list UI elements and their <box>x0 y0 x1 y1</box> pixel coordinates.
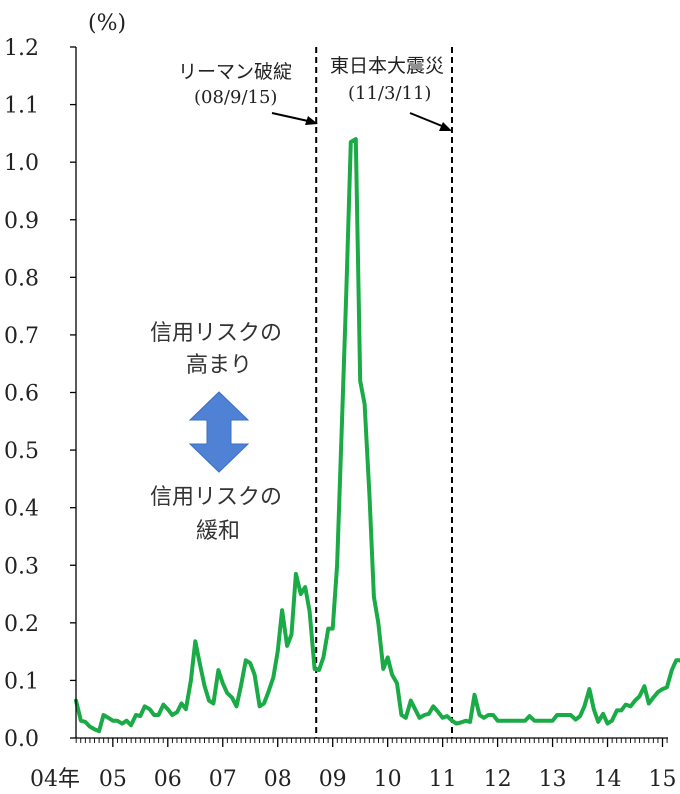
x-tick-label: 13 <box>539 767 567 792</box>
event-date-lehman: (08/9/15) <box>194 87 277 108</box>
x-tick-label: 04年 <box>30 767 80 792</box>
y-tick-label: 0.8 <box>4 266 39 291</box>
y-tick-label: 0.0 <box>4 727 39 752</box>
x-tick-label: 14 <box>594 767 622 792</box>
x-tick-label: 06 <box>154 767 182 792</box>
x-tick-label: 11 <box>429 767 457 792</box>
y-tick-label: 0.5 <box>4 439 39 464</box>
x-tick-label: 10 <box>374 767 402 792</box>
arrow-to-lehman-line <box>271 112 318 125</box>
credit-risk-down-line2: 緩和 <box>196 519 240 544</box>
y-tick-label: 1.0 <box>4 151 39 176</box>
y-unit-label: (%) <box>88 11 126 36</box>
x-tick-label: 12 <box>484 767 512 792</box>
credit-risk-up-line1: 信用リスクの <box>150 321 282 346</box>
x-tick-label: 15 <box>649 767 677 792</box>
credit-risk-up-line2: 高まり <box>186 353 252 378</box>
arrow-to-earthquake-line <box>409 112 452 131</box>
x-tick-label: 09 <box>319 767 347 792</box>
y-tick-label: 0.3 <box>4 554 39 579</box>
y-tick-label: 0.4 <box>4 497 39 522</box>
credit-risk-down-line1: 信用リスクの <box>150 485 282 510</box>
event-lines <box>315 47 453 738</box>
x-tick-label: 07 <box>209 767 237 792</box>
event-label-earthquake: 東日本大震災 <box>330 55 444 77</box>
double-arrow-icon <box>188 391 250 473</box>
y-axis-ticks: 0.0 0.1 0.2 0.3 0.4 0.5 0.6 0.7 0.8 0.9 1.0 1.1 1.2 <box>4 36 76 752</box>
x-tick-label: 08 <box>264 767 292 792</box>
x-tick-label: 05 <box>99 767 127 792</box>
event-label-lehman: リーマン破綻 <box>178 61 292 83</box>
y-tick-label: 0.2 <box>4 612 39 637</box>
series-line <box>74 137 680 734</box>
series-layer <box>74 137 680 734</box>
y-tick-label: 0.7 <box>4 324 39 349</box>
y-tick-label: 0.1 <box>4 669 39 694</box>
x-axis-ticks: 04年 05 06 07 08 09 10 11 12 13 14 15 <box>30 738 677 792</box>
y-tick-label: 1.2 <box>4 36 39 61</box>
event-date-earthquake: (11/3/11) <box>348 83 431 104</box>
y-tick-label: 0.6 <box>4 382 39 407</box>
y-tick-label: 1.1 <box>4 94 39 119</box>
y-tick-label: 0.9 <box>4 209 39 234</box>
